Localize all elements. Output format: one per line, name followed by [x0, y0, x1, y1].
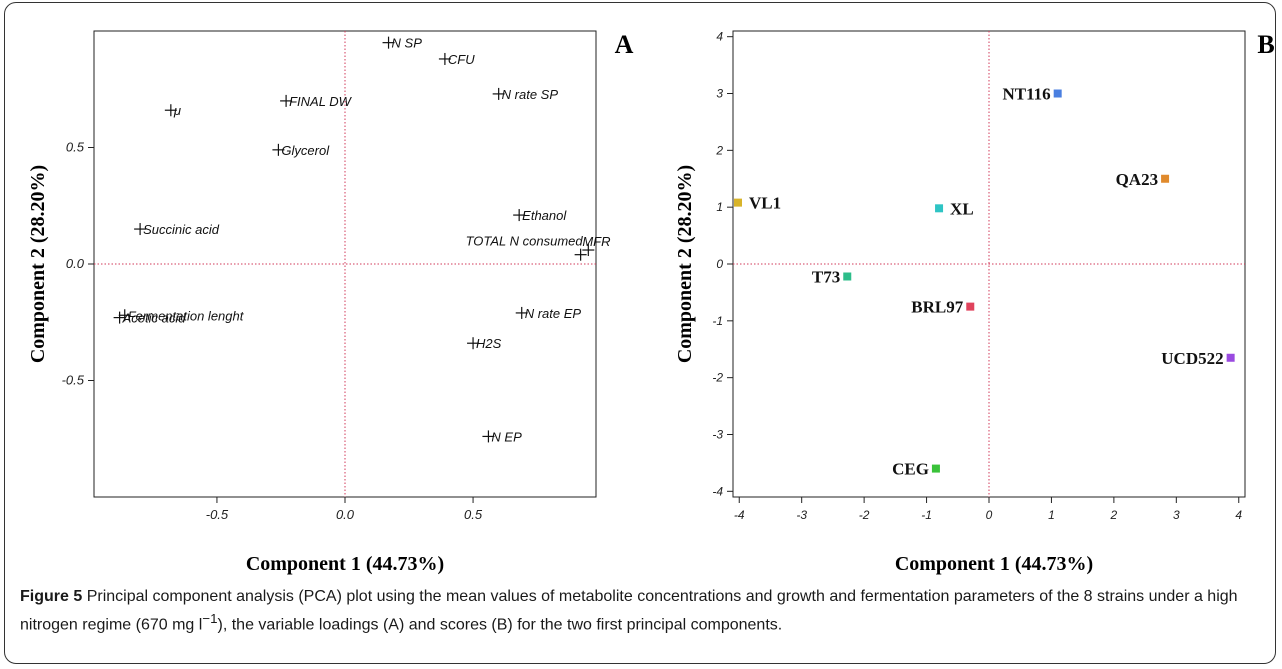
score-point — [1053, 89, 1062, 98]
point-label: XL — [950, 199, 974, 218]
point-label: H2S — [476, 336, 502, 351]
point-label: N rate EP — [525, 306, 582, 321]
score-point — [931, 464, 940, 473]
point-label: N rate SP — [502, 87, 559, 102]
loading-point — [467, 337, 480, 350]
point-label: FINAL DW — [289, 94, 353, 109]
point-label: N EP — [491, 429, 522, 444]
score-point — [935, 204, 944, 213]
y-tick-label: -2 — [712, 371, 723, 385]
y-tick-label: 0.0 — [66, 256, 85, 271]
loadings-chart: -0.5 0.0 0.5 -0.5 0.0 0.5 N SP CFU N rate SP FIN… — [27, 30, 634, 575]
loading-point — [482, 430, 495, 443]
loading-point — [272, 143, 285, 156]
point-label: Acetic acid — [122, 311, 187, 326]
y-tick-label: 2 — [715, 143, 723, 157]
point-label: TOTAL N consumed — [466, 234, 584, 249]
point-label: BRL97 — [911, 298, 963, 317]
y-axis-label: Component 2 (28.20%) — [674, 165, 696, 363]
loading-point — [574, 248, 587, 261]
y-tick-label: 0.5 — [66, 140, 85, 155]
score-point — [843, 272, 852, 281]
loading-point — [280, 94, 293, 107]
x-tick-label: 1 — [1048, 508, 1055, 522]
y-axis-label: Component 2 (28.20%) — [27, 165, 49, 363]
x-tick-label: -2 — [859, 508, 870, 522]
x-tick-label: 3 — [1173, 508, 1180, 522]
x-axis-label: Component 1 (44.73%) — [895, 553, 1093, 575]
y-tick-label: -3 — [712, 427, 723, 441]
loading-point — [113, 311, 126, 324]
y-tick-label: -4 — [712, 484, 723, 498]
caption-superscript: −1 — [202, 611, 218, 626]
score-point — [733, 198, 742, 207]
scores-chart: -4 -3 -2 -1 0 1 2 3 4 -4 -3 -2 -1 0 1 2 3 4 NT116 QA23 VL1 X… — [674, 30, 1275, 575]
panel-letter: A — [615, 30, 634, 59]
panel-letter: B — [1257, 30, 1274, 59]
caption-text: Principal component analysis (PCA) plot … — [20, 588, 1238, 634]
point-label: VL1 — [749, 194, 781, 213]
point-label: T73 — [812, 268, 840, 287]
point-label: Glycerol — [281, 143, 330, 158]
point-label: Fermentation lenght — [128, 308, 245, 323]
point-label: UCD522 — [1161, 349, 1223, 368]
x-tick-label: -0.5 — [206, 507, 229, 522]
y-tick-label: 3 — [716, 87, 723, 101]
loading-point — [438, 52, 451, 65]
point-label: Succinic acid — [143, 222, 220, 237]
loading-point — [118, 309, 131, 322]
x-tick-label: 4 — [1235, 508, 1242, 522]
point-label: NT116 — [1002, 85, 1050, 104]
score-point — [966, 302, 975, 311]
point-label: Ethanol — [522, 208, 567, 223]
x-tick-label: -1 — [921, 508, 932, 522]
score-point — [1161, 174, 1170, 183]
x-tick-label: -4 — [734, 508, 745, 522]
point-label: CEG — [892, 460, 929, 479]
y-tick-label: 1 — [716, 200, 723, 214]
figure-frame — [4, 2, 1276, 664]
x-axis-label: Component 1 (44.73%) — [246, 553, 444, 575]
loading-point — [515, 306, 528, 319]
figure-caption: Figure 5 Principal component analysis (P… — [20, 586, 1260, 636]
y-tick-label: 0 — [716, 257, 723, 271]
loading-point — [492, 87, 505, 100]
loading-point — [134, 223, 147, 236]
y-tick-label: -1 — [712, 314, 723, 328]
caption-text-end: ), the variable loadings (A) and scores … — [217, 616, 783, 634]
point-label: N SP — [392, 36, 423, 51]
loading-point — [513, 209, 526, 222]
x-tick-label: 0.0 — [336, 507, 355, 522]
y-tick-label: -0.5 — [62, 373, 85, 388]
point-label: QA23 — [1116, 170, 1159, 189]
caption-label: Figure 5 — [20, 588, 83, 605]
loading-point — [382, 36, 395, 49]
x-tick-label: 0.5 — [464, 507, 483, 522]
point-label: MFR — [582, 234, 610, 249]
y-tick-label: 4 — [716, 30, 723, 44]
loading-point — [164, 104, 177, 117]
x-tick-label: 0 — [986, 508, 993, 522]
x-tick-label: -3 — [796, 508, 807, 522]
loading-point — [582, 244, 595, 257]
point-label: μ — [173, 103, 181, 118]
x-tick-label: 2 — [1110, 508, 1118, 522]
score-point — [1226, 353, 1235, 362]
point-label: CFU — [448, 52, 475, 67]
